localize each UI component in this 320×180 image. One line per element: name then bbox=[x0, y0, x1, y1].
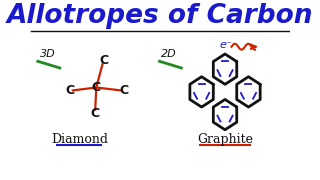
Text: C: C bbox=[92, 81, 101, 94]
Text: C: C bbox=[119, 84, 128, 97]
Text: 2D: 2D bbox=[161, 49, 177, 59]
Text: C: C bbox=[91, 107, 100, 120]
Text: e⁻: e⁻ bbox=[220, 40, 233, 50]
Text: Diamond: Diamond bbox=[51, 133, 108, 147]
Text: Graphite: Graphite bbox=[197, 133, 253, 147]
Text: C: C bbox=[66, 84, 75, 97]
Text: Allotropes of Carbon: Allotropes of Carbon bbox=[7, 3, 313, 29]
Text: C: C bbox=[100, 54, 108, 67]
Text: 3D: 3D bbox=[40, 49, 56, 59]
